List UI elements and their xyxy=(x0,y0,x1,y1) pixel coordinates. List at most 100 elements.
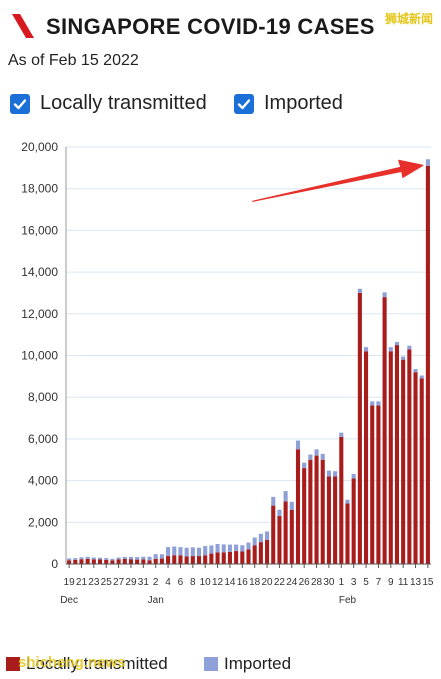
x-tick-label: 9 xyxy=(388,577,394,588)
x-tick-label: 12 xyxy=(212,577,224,588)
x-tick-label: 11 xyxy=(398,577,409,588)
bar-imported xyxy=(364,347,369,352)
bar-local xyxy=(141,559,146,564)
bar-local xyxy=(376,405,381,564)
bar-local xyxy=(91,559,96,564)
bar-local xyxy=(122,558,127,564)
bar-local xyxy=(116,559,121,564)
bar-imported xyxy=(333,471,338,477)
bar-local xyxy=(203,555,208,564)
bar-imported xyxy=(79,557,84,560)
x-tick-label: 30 xyxy=(323,577,335,588)
bar-local xyxy=(178,555,183,564)
bar-local xyxy=(240,551,245,564)
y-tick-label: 14,000 xyxy=(21,265,58,279)
legend-swatch-imported xyxy=(204,657,218,671)
month-label: Dec xyxy=(60,595,78,606)
bar-imported xyxy=(172,546,177,556)
bar-imported xyxy=(128,556,133,560)
bar-local xyxy=(166,556,171,564)
month-label: Jan xyxy=(148,595,164,606)
bar-imported xyxy=(153,554,158,559)
bar-imported xyxy=(401,356,406,360)
bar-local xyxy=(283,501,288,564)
bar-imported xyxy=(277,509,282,517)
y-tick-label: 2,000 xyxy=(28,515,58,529)
legend-label: Imported xyxy=(224,654,292,673)
bar-local xyxy=(388,351,393,564)
y-tick-label: 10,000 xyxy=(21,349,58,363)
toggle-label: Locally transmitted xyxy=(40,92,207,114)
x-tick-label: 8 xyxy=(190,577,196,588)
y-tick-label: 8,000 xyxy=(28,390,58,404)
bar-local xyxy=(67,560,72,564)
bar-imported xyxy=(147,556,152,561)
toggle-imported[interactable]: Imported xyxy=(234,92,343,115)
bar-local xyxy=(221,552,226,564)
checkbox-checked-icon[interactable] xyxy=(10,93,30,114)
toggle-label: Imported xyxy=(264,92,343,114)
x-tick-label: 14 xyxy=(224,577,236,588)
bar-imported xyxy=(265,531,270,541)
legend-item-local[interactable]: Locally transmitted xyxy=(6,654,168,674)
bar-local xyxy=(246,549,251,564)
bar-local xyxy=(73,559,78,564)
bar-imported xyxy=(184,547,189,557)
bar-imported xyxy=(370,401,375,406)
bar-local xyxy=(326,476,331,564)
x-tick-label: 4 xyxy=(165,577,171,588)
bar-local xyxy=(401,359,406,564)
x-tick-label: 21 xyxy=(76,577,88,588)
x-tick-label: 15 xyxy=(422,577,434,588)
bar-local xyxy=(128,559,133,564)
y-tick-label: 4,000 xyxy=(28,474,58,488)
x-tick-label: 28 xyxy=(311,577,323,588)
bar-imported xyxy=(234,544,239,552)
bar-imported xyxy=(159,554,164,559)
legend-watermark: shicheng.news xyxy=(18,654,126,671)
toggle-locally-transmitted[interactable]: Locally transmitted xyxy=(10,92,207,115)
annotation-arrow-icon xyxy=(252,159,424,202)
bar-imported xyxy=(308,454,313,460)
bar-local xyxy=(333,476,338,564)
legend-swatch-local xyxy=(6,657,20,671)
bar-imported xyxy=(283,491,288,502)
bar-imported xyxy=(122,556,127,559)
bar-local xyxy=(110,560,115,564)
bar-local xyxy=(320,459,325,564)
bar-local xyxy=(289,509,294,564)
bar-local xyxy=(265,540,270,564)
bar-local xyxy=(97,559,103,564)
y-tick-label: 0 xyxy=(51,557,58,571)
bar-imported xyxy=(246,542,251,550)
bar-imported xyxy=(166,547,171,557)
bar-local xyxy=(234,551,239,564)
month-label: Feb xyxy=(339,595,357,606)
legend-item-imported[interactable]: Imported xyxy=(204,654,291,674)
bar-local xyxy=(153,558,158,564)
series-toggles: Locally transmitted Imported xyxy=(10,92,435,122)
x-tick-label: 5 xyxy=(363,577,369,588)
bar-local xyxy=(252,545,257,564)
checkbox-checked-icon[interactable] xyxy=(234,93,254,114)
bar-local xyxy=(159,558,164,564)
x-tick-label: 20 xyxy=(261,577,273,588)
bar-local xyxy=(147,560,152,564)
bar-imported xyxy=(135,557,140,560)
bar-local xyxy=(295,449,301,564)
bar-imported xyxy=(141,556,146,560)
bar-local xyxy=(339,436,344,564)
bar-imported xyxy=(178,547,183,556)
bar-local xyxy=(215,552,220,564)
bar-local xyxy=(258,542,263,564)
bar-local xyxy=(85,558,90,564)
page-title: SINGAPORE COVID-19 CASES xyxy=(46,14,375,39)
bar-imported xyxy=(190,547,195,557)
bar-local xyxy=(196,556,202,564)
bar-imported xyxy=(314,449,319,456)
legend: Locally transmitted Imported shicheng.ne… xyxy=(6,654,436,676)
bar-imported xyxy=(271,496,276,506)
bar-local xyxy=(227,551,232,564)
bar-local xyxy=(308,459,313,564)
header: SINGAPORE COVID-19 CASES 狮城新闻 xyxy=(10,8,435,48)
